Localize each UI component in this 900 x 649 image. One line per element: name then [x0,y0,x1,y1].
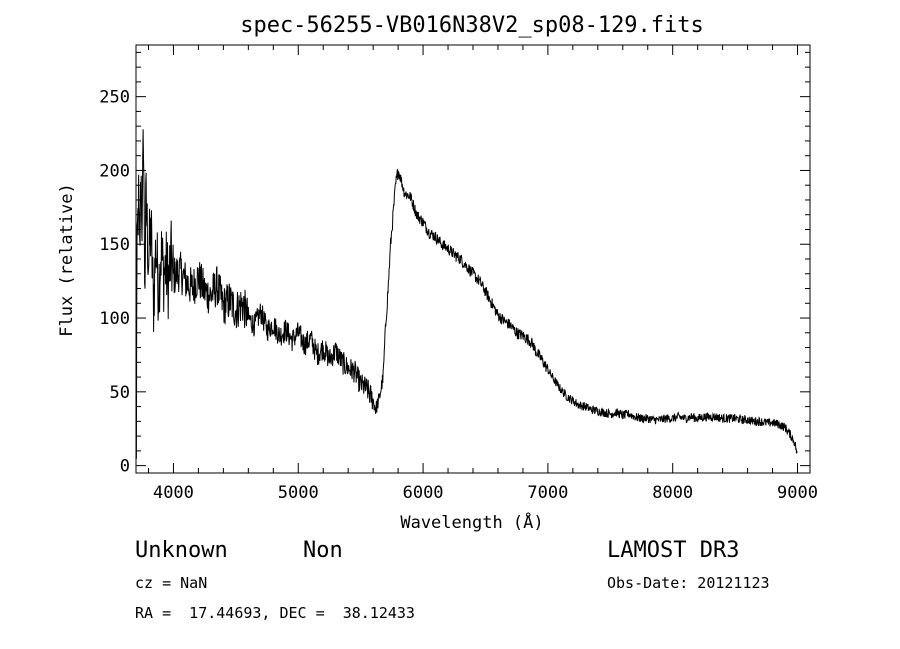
y-tick-label: 50 [110,383,130,403]
y-tick-label: 250 [99,88,130,108]
tick-labels: 4000 5000 6000 7000 8000 9000 0 50 100 150 200 250 [99,88,818,503]
axis-ticks [136,45,810,473]
survey-name: LAMOST DR3 [607,538,740,563]
y-tick-label: 100 [99,309,130,329]
ra-dec-coordinates: RA = 17.44693, DEC = 38.12433 [135,604,415,622]
plot-frame [135,44,811,474]
object-subclass: Non [303,538,343,563]
observation-date: Obs-Date: 20121123 [607,574,770,592]
x-tick-label: 6000 [403,483,444,503]
y-tick-label: 200 [99,161,130,181]
object-type: Unknown [135,538,228,563]
x-tick-label: 4000 [153,483,194,503]
x-axis-label: Wavelength (Å) [400,511,543,533]
y-tick-label: 150 [99,235,130,255]
chart-title: spec-56255-VB016N38V2_sp08-129.fits [240,13,704,38]
spectrum-line [135,129,798,459]
spectrum-chart: spec-56255-VB016N38V2_sp08-129.fits 4000… [57,13,818,533]
x-tick-label: 8000 [652,483,693,503]
x-tick-label: 5000 [278,483,319,503]
y-tick-label: 0 [120,457,130,477]
redshift-cz: cz = NaN [135,574,208,592]
x-tick-label: 7000 [527,483,568,503]
y-axis-label: Flux (relative) [57,183,77,337]
x-tick-label: 9000 [777,483,818,503]
